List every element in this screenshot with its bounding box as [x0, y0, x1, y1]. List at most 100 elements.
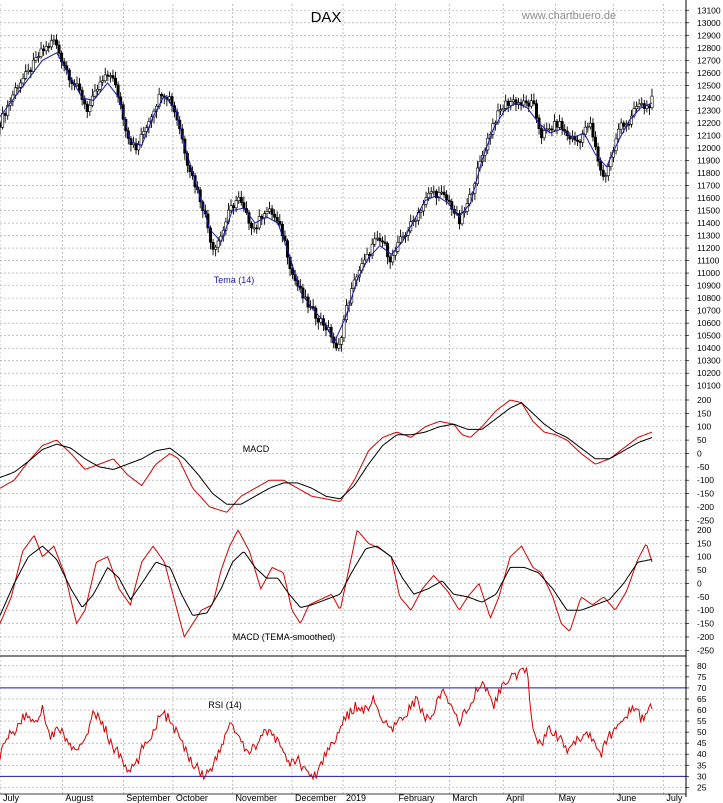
candle-body — [142, 131, 146, 135]
y-tick-label: -50 — [697, 462, 710, 472]
candle-body — [39, 48, 43, 57]
candle-body — [499, 109, 503, 112]
candle-body — [339, 337, 343, 345]
candle-body — [275, 217, 279, 222]
candle-body — [260, 216, 264, 219]
y-tick-label: 11100 — [697, 256, 720, 266]
candle-body — [522, 100, 526, 106]
candle-body — [342, 319, 346, 339]
x-tick-label: December — [295, 793, 337, 803]
candle-body — [601, 169, 605, 177]
candle-body — [316, 318, 320, 323]
candle-body — [398, 236, 402, 243]
y-tick-label: -200 — [697, 502, 714, 512]
candle-body — [629, 115, 633, 125]
y-tick-label: 10400 — [697, 343, 721, 353]
candle-body — [576, 139, 580, 142]
candle-body — [255, 227, 259, 230]
candle-body — [442, 191, 446, 196]
y-tick-label: 65 — [697, 694, 707, 704]
y-tick-label: -100 — [697, 605, 714, 615]
candle-body — [440, 191, 444, 194]
candle-body — [270, 208, 274, 215]
candle-body — [1, 113, 5, 128]
x-tick-label: February — [398, 793, 435, 803]
y-tick-label: 12700 — [697, 55, 721, 65]
candle-body — [265, 211, 269, 214]
candle-body — [619, 122, 623, 130]
y-tick-label: 50 — [697, 435, 707, 445]
y-tick-label: -150 — [697, 619, 714, 629]
y-tick-label: -100 — [697, 475, 714, 485]
y-tick-label: 0 — [697, 448, 702, 458]
candle-body — [414, 220, 418, 222]
candle-body — [114, 77, 118, 86]
y-tick-label: 10200 — [697, 368, 721, 378]
candle-body — [550, 128, 554, 131]
y-tick-label: 200 — [697, 395, 711, 405]
candle-body — [534, 103, 538, 119]
candle-body — [3, 113, 7, 116]
y-tick-label: 40 — [697, 749, 707, 759]
y-tick-label: 55 — [697, 716, 707, 726]
x-tick-label: November — [235, 793, 277, 803]
candle-body — [350, 288, 354, 304]
y-tick-label: 100 — [697, 552, 711, 562]
candle-body — [273, 214, 277, 218]
candle-body — [581, 134, 585, 143]
candle-body — [211, 241, 215, 250]
candle-body — [78, 83, 82, 91]
y-tick-label: 150 — [697, 538, 711, 548]
macd-line-red — [0, 529, 653, 638]
y-tick-label: 12600 — [697, 68, 721, 78]
candle-body — [637, 103, 641, 107]
candle-body — [434, 190, 438, 199]
y-tick-label: 12100 — [697, 130, 721, 140]
y-tick-label: 10100 — [697, 381, 721, 391]
candle-body — [26, 69, 30, 72]
candle-body — [85, 103, 89, 112]
rsi-line — [0, 666, 653, 781]
candle-body — [247, 212, 251, 224]
y-tick-label: 11000 — [697, 268, 720, 278]
candle-body — [16, 86, 20, 89]
candle-body — [370, 243, 374, 256]
candle-body — [291, 268, 295, 275]
candle-body — [504, 100, 508, 109]
candle-body — [640, 103, 644, 105]
candle-body — [606, 166, 610, 177]
candle-body — [29, 69, 33, 72]
candle-body — [278, 220, 282, 225]
candle-body — [268, 208, 272, 212]
y-tick-label: 11700 — [697, 180, 720, 190]
y-tick-label: 10900 — [697, 281, 721, 291]
candle-body — [386, 243, 390, 258]
candle-body — [24, 71, 28, 79]
macd-tema-label: MACD (TEMA-smoothed) — [233, 632, 336, 642]
y-tick-label: 30 — [697, 771, 707, 781]
candle-body — [393, 251, 397, 256]
y-tick-label: 35 — [697, 760, 707, 770]
tema-label: Tema (14) — [214, 275, 255, 285]
candle-body — [496, 110, 500, 124]
y-tick-label: 10700 — [697, 306, 721, 316]
candle-body — [509, 101, 513, 106]
candle-body — [427, 192, 431, 198]
y-tick-label: 150 — [697, 408, 711, 418]
candle-body — [75, 83, 79, 86]
candle-body — [617, 128, 621, 140]
candle-body — [103, 74, 107, 81]
candle-body — [540, 128, 544, 139]
y-tick-label: 12300 — [697, 105, 721, 115]
y-tick-label: 11800 — [697, 168, 720, 178]
candle-body — [419, 210, 423, 213]
y-tick-label: 50 — [697, 565, 707, 575]
y-tick-label: 12500 — [697, 80, 721, 90]
y-tick-label: 10300 — [697, 356, 721, 366]
x-tick-label: March — [452, 793, 477, 803]
y-tick-label: 13100 — [697, 5, 721, 15]
candle-body — [88, 105, 92, 112]
candle-body — [645, 105, 649, 109]
